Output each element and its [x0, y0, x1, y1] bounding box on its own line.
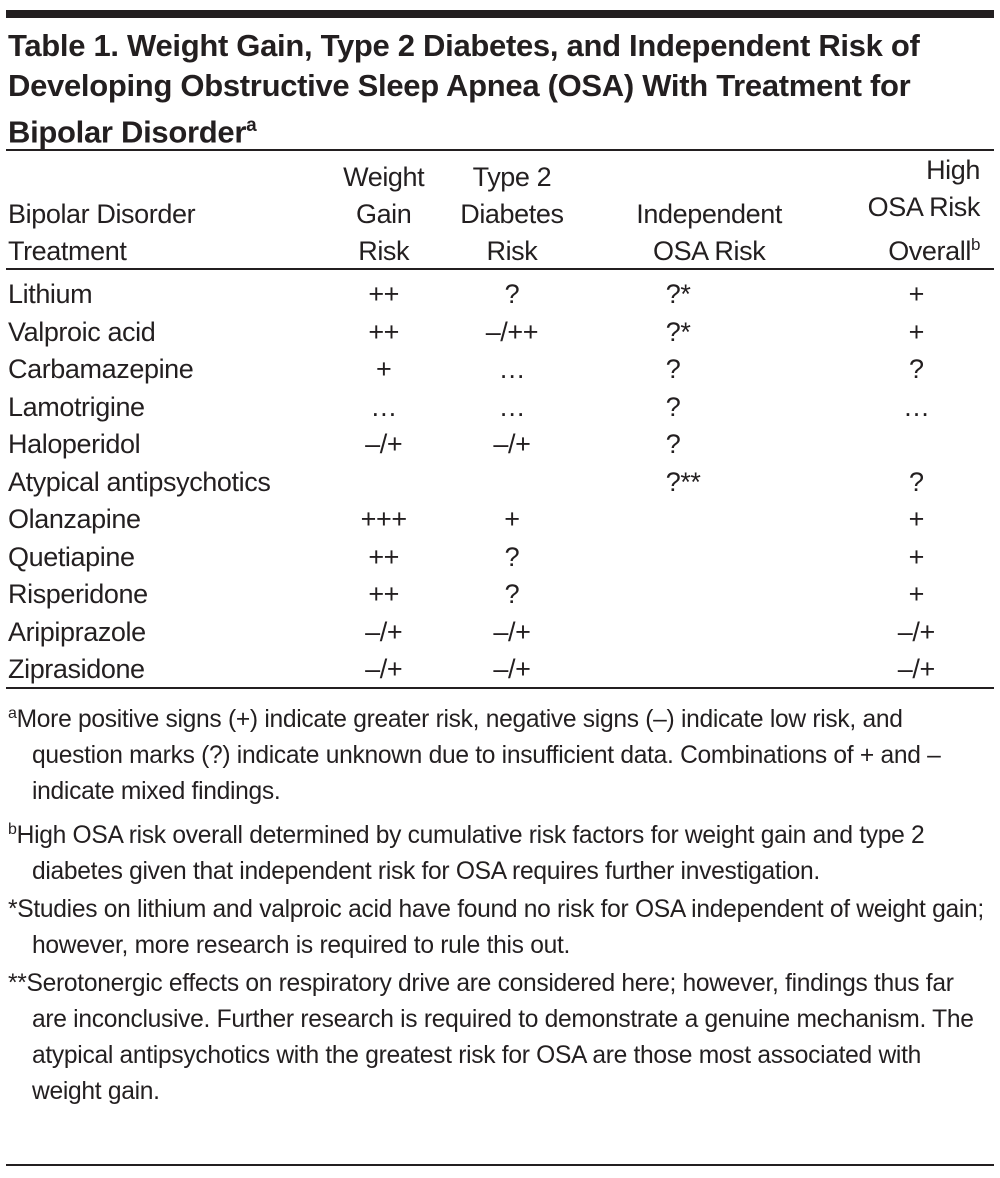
- header-independent-osa-risk: Independent OSA Risk: [636, 199, 782, 266]
- header-treatment: Bipolar Disorder Treatment: [8, 199, 196, 266]
- risk-cell: ++: [368, 579, 400, 609]
- table-row: Risperidone ++? +: [6, 576, 994, 614]
- footnote: aMore positive signs (+) indicate greate…: [8, 696, 993, 810]
- header-diabetes-risk: Type 2 Diabetes Risk: [460, 162, 564, 266]
- footnote-mark: *: [8, 896, 18, 924]
- risk-cell: ?: [665, 391, 681, 422]
- risk-cell: ?: [908, 354, 924, 384]
- footnote-text: Studies on lithium and valproic acid hav…: [17, 896, 984, 960]
- risk-cell: [580, 501, 839, 539]
- risk-cell: +: [908, 316, 925, 347]
- risk-cell: [580, 651, 839, 689]
- treatment-name: Quetiapine: [8, 541, 135, 572]
- treatment-name: Lamotrigine: [8, 391, 145, 422]
- treatment-name: Risperidone: [8, 579, 148, 609]
- treatment-name: Olanzapine: [8, 504, 141, 534]
- risk-cell: –/+: [897, 616, 935, 647]
- title-footnote-mark: a: [246, 115, 257, 136]
- risk-cell: –/++: [485, 316, 539, 347]
- risk-cell: ?*: [665, 279, 691, 309]
- table-row: Lithium ++? ?* +: [6, 276, 994, 314]
- table-bottom-rule: [6, 687, 994, 689]
- footer-rule: [6, 1164, 994, 1166]
- risk-cell: ?**: [665, 466, 701, 497]
- risk-cell: –/+: [493, 654, 531, 684]
- risk-cell: ?: [504, 579, 520, 609]
- footnote-mark: a: [8, 705, 17, 722]
- table-row: Atypical antipsychotics ?**?: [6, 464, 994, 502]
- footnotes: aMore positive signs (+) indicate greate…: [8, 696, 993, 1112]
- risk-cell: …: [902, 391, 930, 422]
- treatment-name: Aripiprazole: [8, 616, 146, 647]
- risk-cell: +: [908, 579, 925, 609]
- footnote-mark: b: [8, 821, 17, 839]
- risk-cell: +: [908, 504, 925, 534]
- risk-cell: …: [370, 391, 397, 422]
- table-row: Valproic acid ++ –/++ ?* +: [6, 314, 994, 352]
- top-rule: [6, 10, 994, 18]
- treatment-name: Carbamazepine: [8, 354, 194, 384]
- risk-cell: –/+: [493, 429, 531, 459]
- footnote: bHigh OSA risk overall determined by cum…: [8, 812, 993, 890]
- table-title: Table 1. Weight Gain, Type 2 Diabetes, a…: [8, 26, 993, 152]
- title-rule: [6, 149, 994, 151]
- footnote-mark: **: [8, 970, 27, 998]
- footnote-text: High OSA risk overall determined by cumu…: [16, 822, 925, 886]
- risk-cell: –/+: [365, 429, 403, 459]
- risk-cell: [839, 426, 994, 464]
- risk-cell: –/+: [493, 616, 531, 647]
- table-row: Carbamazepine + …??: [6, 351, 994, 389]
- risk-cell: ++: [368, 279, 400, 309]
- footnote-text: More positive signs (+) indicate greater…: [16, 706, 941, 806]
- treatment-name: Haloperidol: [8, 429, 141, 459]
- treatment-name: Atypical antipsychotics: [8, 466, 271, 497]
- treatment-name: Ziprasidone: [8, 654, 145, 684]
- header-rule: [6, 268, 994, 270]
- risk-cell: …: [498, 354, 526, 384]
- footnote: *Studies on lithium and valproic acid ha…: [8, 892, 993, 964]
- table-row: Haloperidol –/+ –/+?: [6, 426, 994, 464]
- risk-cell: –/+: [897, 654, 935, 684]
- risk-cell: [580, 539, 839, 577]
- table-row: Olanzapine +++ + +: [6, 501, 994, 539]
- risk-cell: +: [908, 541, 925, 572]
- risk-cell: +: [376, 354, 392, 384]
- footnote: **Serotonergic effects on respiratory dr…: [8, 966, 993, 1110]
- risk-cell: ?: [665, 354, 681, 384]
- risk-cell: ++: [368, 541, 400, 572]
- table-row: Ziprasidone –/+ –/+ –/+: [6, 651, 994, 689]
- table-row: Lamotrigine … …? …: [6, 389, 994, 427]
- risk-cell: …: [498, 391, 526, 422]
- risk-cell: [580, 576, 839, 614]
- risk-cell: +: [504, 504, 520, 534]
- risk-cell: ?: [504, 279, 520, 309]
- header-weight-gain-risk: Weight Gain Risk: [343, 162, 425, 266]
- header-high-osa-risk-overall: High OSA Risk Overallb: [867, 155, 981, 266]
- risk-cell: ?: [665, 429, 681, 459]
- risk-cell: [444, 464, 580, 502]
- risk-cell: –/+: [365, 654, 403, 684]
- data-table: Bipolar Disorder Treatment Weight Gain Risk…: [6, 150, 994, 689]
- risk-cell: +++: [360, 504, 408, 534]
- risk-cell: ?: [504, 541, 520, 572]
- treatment-name: Valproic acid: [8, 316, 156, 347]
- table-row: Aripiprazole –/+ –/+ –/+: [6, 614, 994, 652]
- risk-cell: +: [908, 279, 925, 309]
- risk-cell: ?: [908, 466, 924, 497]
- risk-cell: [580, 614, 839, 652]
- table-title-text: Table 1. Weight Gain, Type 2 Diabetes, a…: [8, 28, 920, 150]
- table-row: Quetiapine ++? +: [6, 539, 994, 577]
- header-row: Bipolar Disorder Treatment Weight Gain Risk…: [6, 150, 994, 276]
- risk-cell: [323, 464, 444, 502]
- risk-cell: –/+: [365, 616, 403, 647]
- risk-cell: ?*: [665, 316, 691, 347]
- treatment-name: Lithium: [8, 279, 93, 309]
- footnote-text: Serotonergic effects on respiratory driv…: [26, 970, 974, 1106]
- risk-cell: ++: [368, 316, 400, 347]
